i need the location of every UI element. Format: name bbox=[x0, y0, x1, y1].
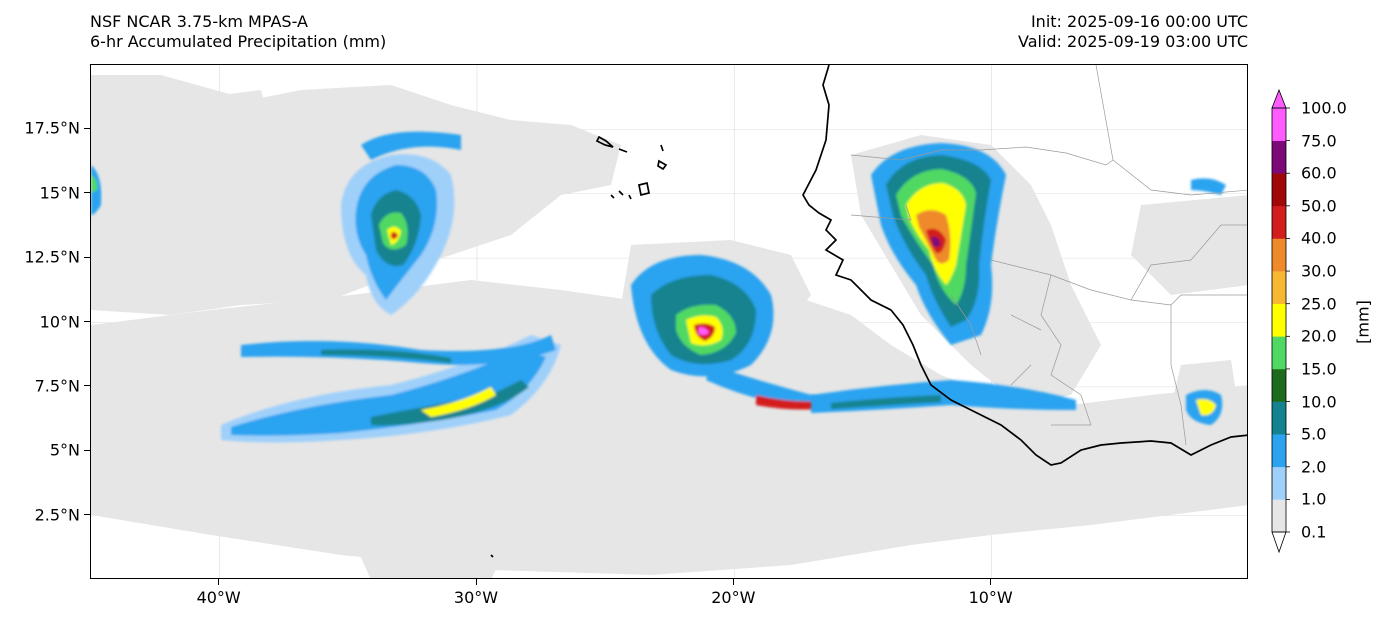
colorbar-level-label: 25.0 bbox=[1301, 294, 1337, 314]
lat-tick-label: 17.5°N bbox=[24, 118, 80, 138]
lat-tick-label: 12.5°N bbox=[24, 247, 80, 267]
itcz-band-west bbox=[221, 335, 561, 443]
colorbar-extend-bottom bbox=[1271, 531, 1287, 554]
edge-precip bbox=[91, 165, 102, 215]
colorbar-swatch bbox=[1272, 336, 1286, 370]
colorbar-level-label: 60.0 bbox=[1301, 163, 1337, 183]
colorbar-frame bbox=[1271, 107, 1287, 533]
colorbar-level-label: 0.1 bbox=[1301, 522, 1327, 542]
colorbar-swatch bbox=[1272, 271, 1286, 304]
lat-tick-mark bbox=[84, 192, 90, 194]
colorbar-swatch bbox=[1272, 499, 1286, 533]
colorbar-level-label: 5.0 bbox=[1301, 424, 1327, 444]
lat-tick-mark bbox=[84, 385, 90, 387]
storm-system-west bbox=[341, 131, 461, 315]
colorbar-level-label: 10.0 bbox=[1301, 392, 1337, 412]
map-panel bbox=[90, 64, 1248, 579]
precipitation-field bbox=[91, 75, 1247, 578]
lat-tick-mark bbox=[84, 514, 90, 516]
valid-time: Valid: 2025-09-19 03:00 UTC bbox=[1017, 32, 1248, 51]
lon-tick-label: 10°W bbox=[968, 588, 1013, 607]
colorbar-level-label: 15.0 bbox=[1301, 359, 1337, 379]
lat-tick-mark bbox=[84, 449, 90, 451]
model-title: NSF NCAR 3.75-km MPAS-A bbox=[90, 12, 308, 31]
lat-tick-label: 15°N bbox=[39, 183, 80, 203]
country-borders bbox=[850, 65, 1247, 446]
time-block: Init: 2025-09-16 00:00 UTC Valid: 2025-0… bbox=[1018, 12, 1248, 52]
lon-tick-label: 20°W bbox=[711, 588, 756, 607]
lat-tick-mark bbox=[84, 256, 90, 258]
lon-tick-mark bbox=[218, 579, 220, 585]
precip-map bbox=[91, 65, 1247, 578]
lon-tick-mark bbox=[732, 579, 734, 585]
init-time: Init: 2025-09-16 00:00 UTC bbox=[1030, 12, 1248, 31]
itcz-band-east bbox=[811, 380, 1076, 413]
coastline bbox=[490, 65, 1247, 558]
lon-tick-label: 40°W bbox=[196, 588, 241, 607]
colorbar-swatch bbox=[1272, 303, 1286, 337]
colorbar-level-label: 20.0 bbox=[1301, 326, 1337, 346]
colorbar-level-label: 100.0 bbox=[1301, 98, 1347, 118]
lat-tick-label: 2.5°N bbox=[34, 505, 80, 525]
colorbar-swatch bbox=[1272, 238, 1286, 272]
colorbar-level-label: 75.0 bbox=[1301, 131, 1337, 151]
lon-tick-label: 30°W bbox=[453, 588, 499, 607]
lat-tick-mark bbox=[84, 321, 90, 322]
colorbar-swatch bbox=[1272, 140, 1286, 174]
colorbar-level-label: 40.0 bbox=[1301, 228, 1337, 248]
lat-tick-label: 7.5°N bbox=[34, 376, 80, 396]
colorbar-swatch bbox=[1272, 401, 1286, 435]
lon-tick-mark bbox=[990, 579, 992, 585]
lon-tick-mark bbox=[475, 579, 477, 585]
lat-tick-label: 10°N bbox=[39, 312, 80, 331]
colorbar-swatch bbox=[1272, 108, 1286, 141]
colorbar bbox=[1271, 88, 1290, 554]
title-block: NSF NCAR 3.75-km MPAS-A 6-hr Accumulated… bbox=[90, 12, 386, 52]
colorbar-level-label: 1.0 bbox=[1301, 489, 1327, 509]
colorbar-swatch bbox=[1272, 173, 1286, 207]
colorbar-extend-top bbox=[1271, 88, 1287, 109]
lat-tick-mark bbox=[84, 127, 90, 129]
colorbar-swatch bbox=[1272, 434, 1286, 468]
colorbar-level-label: 30.0 bbox=[1301, 261, 1337, 281]
field-title: 6-hr Accumulated Precipitation (mm) bbox=[90, 32, 387, 51]
colorbar-swatch bbox=[1272, 466, 1286, 500]
colorbar-level-label: 50.0 bbox=[1301, 196, 1337, 216]
storm-system-africa bbox=[871, 143, 1226, 425]
colorbar-unit-label: [mm] bbox=[1353, 300, 1373, 344]
colorbar-swatch bbox=[1272, 368, 1286, 402]
colorbar-swatch bbox=[1272, 205, 1286, 239]
colorbar-level-label: 2.0 bbox=[1301, 457, 1327, 477]
storm-system-central bbox=[631, 255, 831, 410]
lat-tick-label: 5°N bbox=[49, 440, 80, 460]
